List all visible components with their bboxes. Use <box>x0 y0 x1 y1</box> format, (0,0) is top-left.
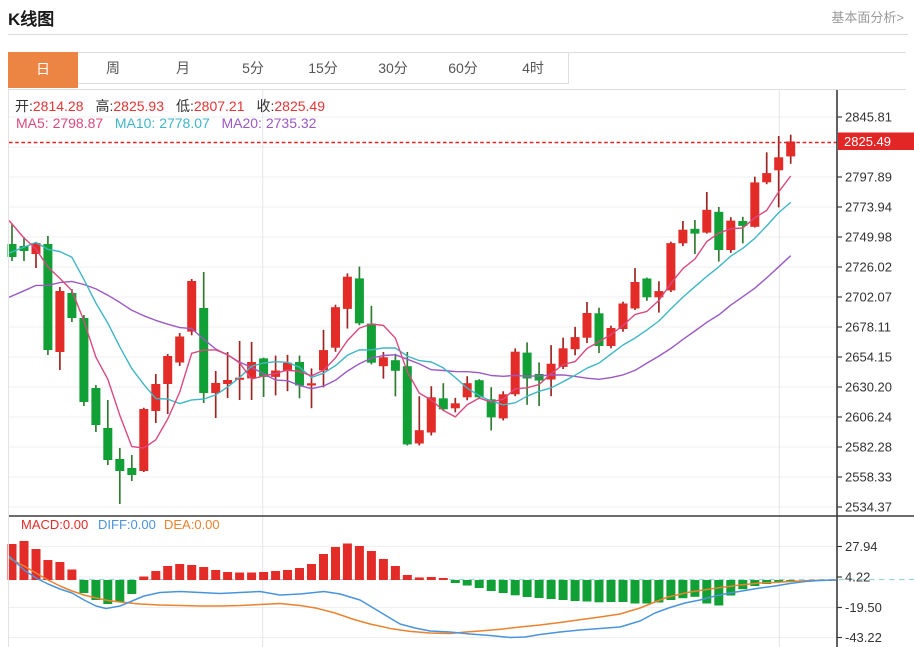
svg-text:2678.11: 2678.11 <box>845 320 891 335</box>
svg-text:27.94: 27.94 <box>845 539 878 554</box>
svg-text:2582.28: 2582.28 <box>845 440 892 455</box>
svg-text:DEA:0.00: DEA:0.00 <box>164 517 220 532</box>
svg-text:2825.49: 2825.49 <box>844 134 891 149</box>
svg-text:2749.98: 2749.98 <box>845 230 892 245</box>
svg-text:2606.24: 2606.24 <box>845 410 892 425</box>
svg-text:2726.02: 2726.02 <box>845 260 892 275</box>
svg-text:2558.33: 2558.33 <box>845 470 892 485</box>
svg-text:2845.81: 2845.81 <box>845 110 892 125</box>
svg-text:2654.15: 2654.15 <box>845 350 892 365</box>
svg-text:2534.37: 2534.37 <box>845 500 892 515</box>
svg-text:-43.22: -43.22 <box>845 630 882 645</box>
svg-text:2630.20: 2630.20 <box>845 380 892 395</box>
svg-text:2773.94: 2773.94 <box>845 200 892 215</box>
svg-text:MACD:0.00: MACD:0.00 <box>21 517 88 532</box>
svg-text:2702.07: 2702.07 <box>845 290 892 305</box>
svg-text:-19.50: -19.50 <box>845 600 882 615</box>
svg-text:4.22: 4.22 <box>845 570 870 585</box>
svg-text:DIFF:0.00: DIFF:0.00 <box>98 517 156 532</box>
svg-text:2797.89: 2797.89 <box>845 170 892 185</box>
